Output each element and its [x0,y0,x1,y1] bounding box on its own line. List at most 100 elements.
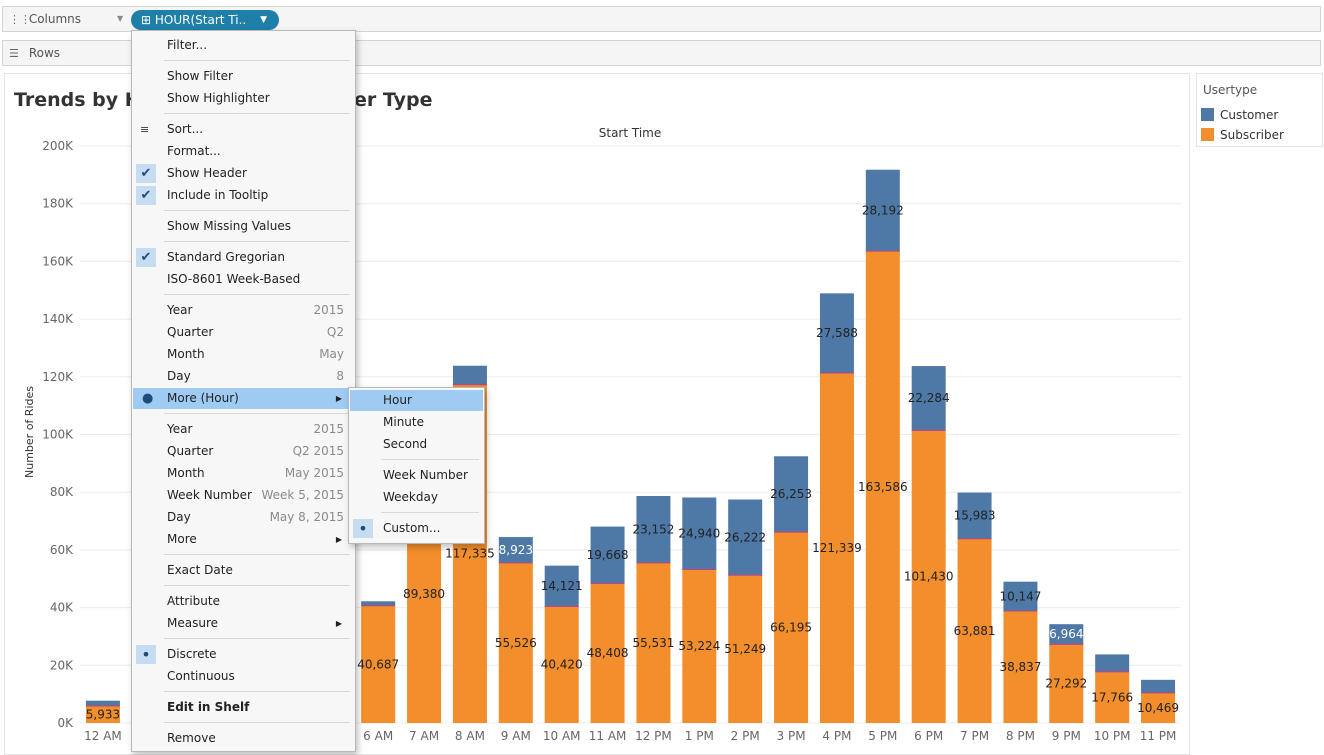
x-tick-label: 7 PM [960,729,989,743]
menu-item-date-value-quarter[interactable]: Quarter Q2 2015 [167,444,344,458]
data-label-customer: 26,222 [724,530,766,544]
y-tick-label: 140K [42,312,74,326]
menu-item-date-part-year[interactable]: Year 2015 [167,303,344,317]
menu-item-format[interactable]: Format... [167,144,221,158]
y-tick-label: 20K [50,658,74,672]
menu-item-edit-in-shelf[interactable]: Edit in Shelf [167,700,250,714]
submenu-item-hour[interactable]: Hour [350,390,483,411]
menu-item-iso-week-based[interactable]: ISO-8601 Week-Based [167,272,301,286]
bar-customer [911,366,946,431]
bar-subscriber [1003,610,1038,723]
menu-separator [164,638,350,639]
x-tick-label: 8 AM [455,729,485,743]
menu-item-include-in-tooltip[interactable]: ✔ Include in Tooltip [133,185,354,206]
legend-item-customer[interactable]: Customer [1201,108,1278,122]
chevron-down-icon[interactable]: ▼ [260,15,267,25]
data-label-customer: 14,121 [541,579,583,593]
bar-subscriber [544,606,579,723]
menu-item-filter[interactable]: Filter... [167,38,208,52]
y-axis-label: Number of Rides [23,386,36,478]
y-tick-label: 100K [42,428,74,442]
bar-customer [590,526,625,584]
submenu-item-second[interactable]: Second [383,437,428,451]
menu-separator [381,459,479,460]
bar-subscriber [85,705,120,723]
legend-swatch-customer [1201,108,1214,121]
bar-subscriber [728,575,763,723]
hour-start-time-pill[interactable]: ⊞ HOUR(Start Ti.. ▼ [131,10,279,30]
radio-dot-icon: • [353,519,373,538]
menu-item-date-value-week-number[interactable]: Week Number Week 5, 2015 [167,488,344,502]
menu-item-show-header[interactable]: ✔ Show Header [133,163,354,184]
x-tick-label: 7 AM [409,729,439,743]
menu-item-date-part-quarter[interactable]: Quarter Q2 [167,325,344,339]
data-label-subscriber: 53,224 [678,639,720,653]
menu-item-date-value-day[interactable]: Day May 8, 2015 [167,510,344,524]
data-label-subscriber: 17,766 [1091,690,1133,704]
data-label-subscriber: 5,933 [86,707,120,721]
submenu-item-minute[interactable]: Minute [383,415,424,429]
menu-separator [164,241,350,242]
menu-item-date-value-month[interactable]: Month May 2015 [167,466,344,480]
data-label-customer: 28,192 [862,203,904,217]
bar-subscriber [361,605,396,723]
menu-item-show-filter[interactable]: Show Filter [167,69,233,83]
menu-item-continuous[interactable]: Continuous [167,669,235,683]
data-label-customer: 24,940 [678,526,720,540]
usertype-legend: Usertype Customer Subscriber [1196,73,1323,147]
data-label-subscriber: 27,292 [1045,677,1087,691]
x-tick-label: 5 PM [868,729,897,743]
menu-item-date-part-month[interactable]: Month May [167,347,344,361]
chevron-right-icon: ▶ [335,619,342,628]
y-tick-label: 200K [42,139,74,153]
submenu-item-week-number[interactable]: Week Number [383,468,468,482]
data-label-subscriber: 48,408 [587,646,629,660]
menu-item-remove[interactable]: Remove [167,731,216,745]
menu-item-sort[interactable]: ≡ Sort... [133,119,354,140]
data-label-subscriber: 40,420 [541,658,583,672]
data-label-subscriber: 66,195 [770,621,812,635]
x-tick-label: 10 PM [1094,729,1131,743]
x-tick-label: 3 PM [777,729,806,743]
submenu-item-custom[interactable]: • Custom... [350,518,483,539]
x-tick-label: 6 PM [914,729,943,743]
x-tick-label: 1 PM [685,729,714,743]
menu-item-more-hour[interactable]: ● More (Hour) ▶ [133,388,354,409]
menu-item-standard-gregorian[interactable]: ✔ Standard Gregorian [133,247,354,268]
bar-customer [1049,624,1084,645]
menu-item-more[interactable]: More ▶ [133,529,354,550]
bar-customer [452,365,487,385]
bar-subscriber [1049,644,1084,723]
y-tick-label: 180K [42,197,74,211]
bar-subscriber [636,562,671,723]
data-label-subscriber: 163,586 [858,480,908,494]
menu-separator [164,722,350,723]
pill-context-menu: Filter... Show Filter Show Highlighter ≡… [131,30,356,752]
legend-title: Usertype [1203,83,1258,97]
menu-separator [381,512,479,513]
menu-separator [164,294,350,295]
y-tick-label: 60K [50,543,74,557]
data-label-subscriber: 89,380 [403,587,445,601]
y-tick-label: 80K [50,485,74,499]
menu-item-exact-date[interactable]: Exact Date [167,563,233,577]
bar-subscriber [498,562,533,723]
menu-item-measure[interactable]: Measure ▶ [133,613,354,634]
menu-item-date-value-year[interactable]: Year 2015 [167,422,344,436]
data-label-subscriber: 38,837 [999,660,1041,674]
data-label-customer: 15,983 [954,509,996,523]
menu-item-show-highlighter[interactable]: Show Highlighter [167,91,270,105]
menu-item-attribute[interactable]: Attribute [167,594,220,608]
x-tick-label: 12 AM [84,729,122,743]
legend-item-subscriber[interactable]: Subscriber [1201,128,1284,142]
menu-item-discrete[interactable]: • Discrete [133,644,354,665]
menu-item-show-missing-values[interactable]: Show Missing Values [167,219,291,233]
chevron-down-icon[interactable]: ▼ [117,14,124,23]
x-tick-label: 4 PM [822,729,851,743]
data-label-customer: 19,668 [587,548,629,562]
menu-item-date-part-day[interactable]: Day 8 [167,369,344,383]
bar-subscriber [1141,692,1176,723]
data-label-subscriber: 55,526 [495,636,537,650]
bar-subscriber [590,583,625,723]
submenu-item-weekday[interactable]: Weekday [383,490,438,504]
